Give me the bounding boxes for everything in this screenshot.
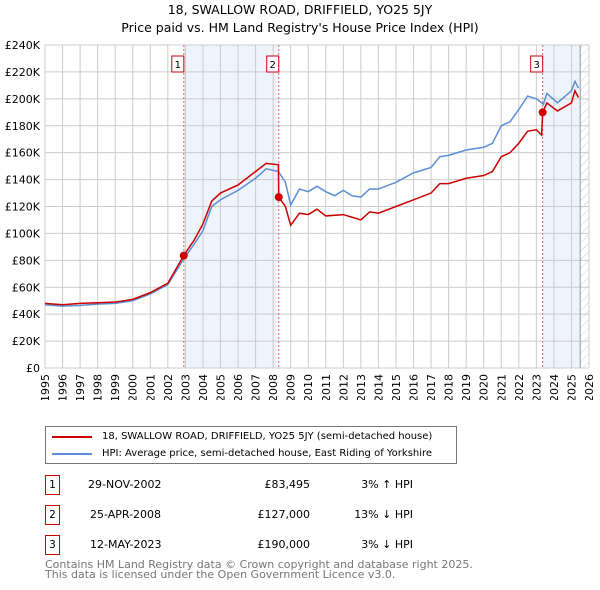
y-tick-label: £240K	[5, 39, 41, 52]
x-tick-label: 1999	[109, 374, 122, 400]
x-tick-label: 2005	[214, 374, 227, 400]
chart-title: 18, SWALLOW ROAD, DRIFFIELD, YO25 5JY	[167, 2, 433, 17]
y-tick-label: £200K	[5, 93, 41, 106]
y-tick-label: £100K	[5, 227, 41, 240]
transaction-date: 29-NOV-2002	[88, 478, 162, 491]
transaction-date: 12-MAY-2023	[90, 538, 162, 551]
x-tick-label: 2026	[583, 374, 596, 400]
y-tick-label: £80K	[12, 254, 41, 267]
y-tick-label: £60K	[12, 281, 41, 294]
sale-label-box	[266, 55, 280, 73]
legend-property: 18, SWALLOW ROAD, DRIFFIELD, YO25 5JY (s…	[102, 431, 433, 442]
x-tick-label: 2000	[127, 374, 140, 400]
transaction-price: £190,000	[257, 538, 311, 551]
sale-label-box	[171, 55, 185, 73]
legend-blue-line	[52, 452, 92, 455]
x-tick-label: 2012	[337, 374, 350, 400]
footer-line-2: This data is licensed under the Open Gov…	[45, 568, 396, 581]
x-tick-label: 2024	[548, 374, 561, 400]
transaction-hpi: 3% ↓ HPI	[361, 538, 413, 551]
footer-line-1: Contains HM Land Registry data © Crown c…	[45, 558, 473, 571]
transaction-badge: 3	[45, 535, 60, 555]
x-tick-label: 2018	[443, 374, 456, 400]
transaction-hpi: 3% ↑ HPI	[361, 478, 413, 491]
x-tick-label: 2017	[425, 374, 438, 400]
x-tick-label: 2006	[232, 374, 245, 400]
x-tick-label: 2014	[372, 374, 385, 400]
transaction-row: 2 25-APR-2008 £127,000 13% ↓ HPI	[45, 505, 445, 525]
y-tick-label: £0	[26, 362, 40, 375]
x-tick-label: 2013	[355, 374, 368, 400]
transaction-price: £127,000	[257, 508, 311, 521]
x-tick-label: 2001	[144, 374, 157, 400]
sale-label: 1	[175, 60, 181, 71]
y-tick-label: £20K	[12, 335, 41, 348]
y-tick-label: £160K	[5, 147, 41, 160]
legend-red-line	[52, 435, 92, 438]
x-tick-label: 2019	[460, 374, 473, 400]
legend: 18, SWALLOW ROAD, DRIFFIELD, YO25 5JY (s…	[45, 426, 457, 464]
x-tick-label: 2010	[302, 374, 315, 400]
sale-label: 2	[270, 60, 276, 71]
footer: Contains HM Land Registry data © Crown c…	[45, 558, 473, 581]
x-tick-label: 2023	[530, 374, 543, 400]
x-tick-label: 2004	[197, 374, 210, 400]
x-tick-label: 2011	[320, 374, 333, 400]
sale-point	[179, 251, 188, 260]
y-tick-label: £40K	[12, 308, 41, 321]
x-tick-label: 1997	[74, 374, 87, 400]
x-tick-label: 2021	[495, 374, 508, 400]
chart: 1995 1996 1997 1998 1999 2000 2001 2002 2003 2004…	[5, 39, 596, 400]
x-tick-label: 2016	[408, 374, 421, 400]
transaction-row: 3 12-MAY-2023 £190,000 3% ↓ HPI	[45, 535, 445, 555]
x-tick-label: 2022	[513, 374, 526, 400]
y-tick-label: £140K	[5, 174, 41, 187]
x-tick-label: 2002	[162, 374, 175, 400]
y-tick-label: £180K	[5, 120, 41, 133]
transaction-badge: 1	[45, 475, 60, 495]
x-tick-label: 1996	[57, 374, 70, 400]
x-tick-label: 2025	[565, 374, 578, 400]
transaction-price: £83,495	[264, 478, 311, 491]
sale-point	[538, 108, 547, 117]
sale-label-box	[530, 55, 544, 73]
x-tick-label: 2009	[285, 374, 298, 400]
property-line	[44, 88, 580, 306]
x-tick-label: 2003	[179, 374, 192, 400]
sale-point	[274, 193, 283, 202]
x-tick-label: 2020	[478, 374, 491, 400]
y-tick-label: £120K	[5, 201, 41, 214]
transaction-row: 1 29-NOV-2002 £83,495 3% ↑ HPI	[45, 475, 445, 495]
transaction-badge: 2	[45, 505, 60, 525]
chart-subtitle: Price paid vs. HM Land Registry's House …	[121, 20, 479, 35]
x-tick-label: 2007	[250, 374, 263, 400]
sale-label: 3	[533, 60, 539, 71]
x-tick-label: 1995	[39, 374, 52, 400]
x-tick-label: 2015	[390, 374, 403, 400]
transaction-hpi: 13% ↓ HPI	[354, 508, 413, 521]
y-tick-label: £220K	[5, 66, 41, 79]
x-tick-label: 1998	[92, 374, 105, 400]
x-tick-label: 2008	[267, 374, 280, 400]
legend-hpi: HPI: Average price, semi-detached house,…	[102, 448, 433, 459]
hpi-line	[44, 79, 580, 307]
transaction-date: 25-APR-2008	[90, 508, 162, 521]
